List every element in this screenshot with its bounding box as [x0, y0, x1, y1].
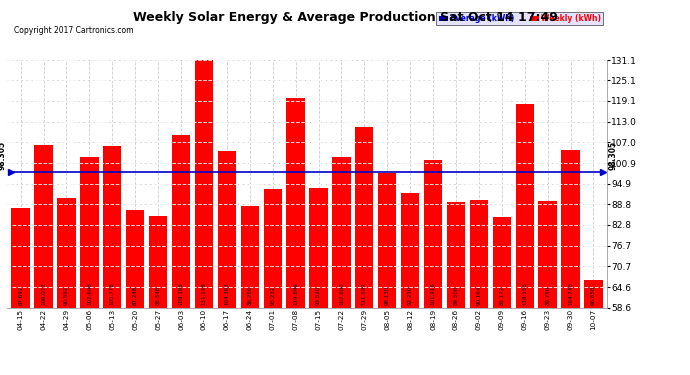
- Text: 109.196: 109.196: [179, 282, 184, 305]
- Text: Copyright 2017 Cartronics.com: Copyright 2017 Cartronics.com: [14, 26, 133, 35]
- Text: 66.658: 66.658: [591, 285, 596, 305]
- Text: 90.164: 90.164: [476, 285, 482, 305]
- Text: Weekly Solar Energy & Average Production Sat Oct 14 17:49: Weekly Solar Energy & Average Production…: [132, 11, 558, 24]
- Bar: [264, 189, 282, 308]
- Bar: [493, 217, 511, 308]
- Text: 98.305: 98.305: [609, 141, 618, 170]
- Text: 89.508: 89.508: [453, 285, 458, 305]
- Text: 118.156: 118.156: [522, 282, 527, 305]
- Text: 93.520: 93.520: [316, 285, 321, 305]
- Bar: [12, 208, 30, 308]
- Bar: [286, 98, 305, 308]
- Text: 101.916: 101.916: [431, 282, 435, 305]
- Text: 104.392: 104.392: [224, 282, 229, 305]
- Text: 98.305: 98.305: [0, 141, 7, 170]
- Text: 104.740: 104.740: [568, 282, 573, 305]
- Text: 90.592: 90.592: [64, 285, 69, 305]
- Bar: [241, 206, 259, 308]
- Text: 102.680: 102.680: [339, 282, 344, 305]
- Bar: [149, 216, 167, 308]
- Bar: [309, 188, 328, 308]
- Text: 111.592: 111.592: [362, 282, 367, 305]
- Bar: [562, 150, 580, 308]
- Bar: [195, 60, 213, 308]
- Text: 88.256: 88.256: [247, 285, 253, 305]
- Bar: [333, 157, 351, 308]
- Bar: [447, 202, 465, 308]
- Bar: [424, 160, 442, 308]
- Text: 87.692: 87.692: [18, 285, 23, 305]
- Bar: [538, 201, 557, 308]
- Bar: [34, 146, 52, 308]
- Text: 131.148: 131.148: [201, 282, 206, 305]
- Bar: [103, 147, 121, 308]
- Legend: Average (kWh), Weekly (kWh): Average (kWh), Weekly (kWh): [436, 12, 603, 26]
- Text: 89.750: 89.750: [545, 285, 550, 305]
- Text: 85.548: 85.548: [156, 285, 161, 305]
- Text: 102.696: 102.696: [87, 282, 92, 305]
- Bar: [126, 210, 144, 308]
- Bar: [470, 200, 488, 308]
- Text: 105.776: 105.776: [110, 282, 115, 305]
- Bar: [584, 280, 602, 308]
- Text: 106.072: 106.072: [41, 282, 46, 305]
- Bar: [378, 172, 397, 308]
- Bar: [401, 193, 420, 308]
- Text: 93.232: 93.232: [270, 285, 275, 305]
- Text: 87.248: 87.248: [132, 285, 138, 305]
- Text: 119.896: 119.896: [293, 282, 298, 305]
- Bar: [57, 198, 76, 308]
- Bar: [80, 157, 99, 308]
- Bar: [172, 135, 190, 308]
- Text: 98.130: 98.130: [385, 285, 390, 305]
- Text: 85.172: 85.172: [500, 285, 504, 305]
- Bar: [515, 104, 534, 308]
- Text: 92.210: 92.210: [408, 285, 413, 305]
- Bar: [217, 151, 236, 308]
- Bar: [355, 127, 373, 308]
